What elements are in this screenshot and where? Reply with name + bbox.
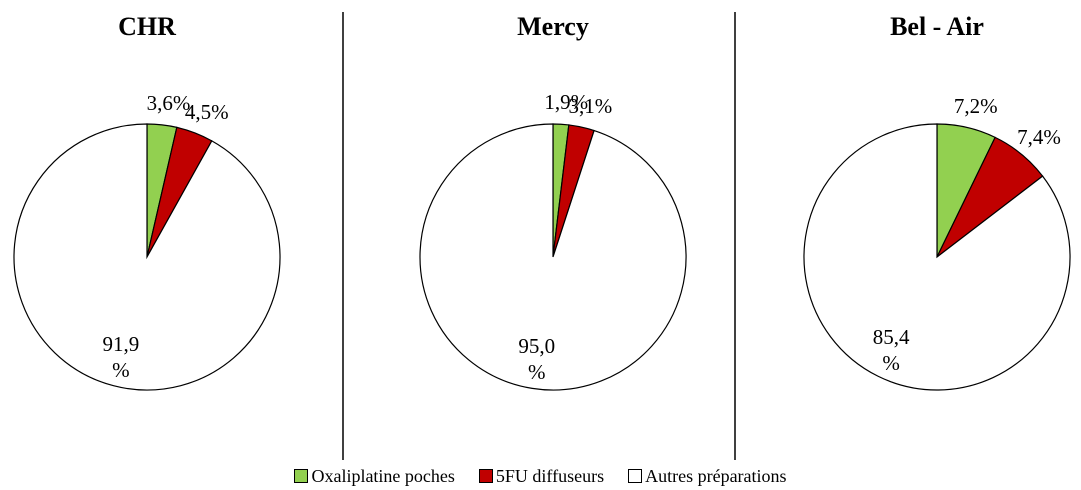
chart-title: Mercy bbox=[517, 12, 589, 41]
data-label: 95,0 % bbox=[518, 334, 556, 385]
legend-label: Oxaliplatine poches bbox=[311, 466, 455, 486]
legend-item: 5FU diffuseurs bbox=[478, 466, 605, 487]
legend-item: Oxaliplatine poches bbox=[294, 466, 455, 487]
legend-item: Autres préparations bbox=[628, 466, 787, 487]
legend-label: 5FU diffuseurs bbox=[495, 466, 605, 486]
pie-slice bbox=[803, 123, 1071, 391]
legend-swatch bbox=[478, 469, 493, 483]
legend: Oxaliplatine poches 5FU diffuseurs Autres … bbox=[0, 466, 1081, 487]
legend-swatch bbox=[294, 469, 309, 483]
chart-title: Bel - Air bbox=[890, 12, 984, 41]
data-label: 4,5% bbox=[184, 100, 229, 125]
data-label: 85,4 % bbox=[872, 325, 910, 376]
data-label: 91,9 % bbox=[102, 332, 140, 383]
data-label: 7,4% bbox=[1017, 124, 1061, 149]
pie-slice bbox=[419, 123, 687, 391]
chart-title: CHR bbox=[118, 12, 176, 41]
legend-swatch bbox=[628, 469, 643, 483]
pie-slice bbox=[13, 123, 281, 391]
data-label: 1,9% bbox=[544, 90, 589, 115]
data-label: 7,2% bbox=[953, 93, 998, 118]
data-label: 3,1% bbox=[568, 93, 613, 118]
data-label: 3,6% bbox=[146, 90, 191, 115]
legend-label: Autres préparations bbox=[645, 466, 787, 486]
